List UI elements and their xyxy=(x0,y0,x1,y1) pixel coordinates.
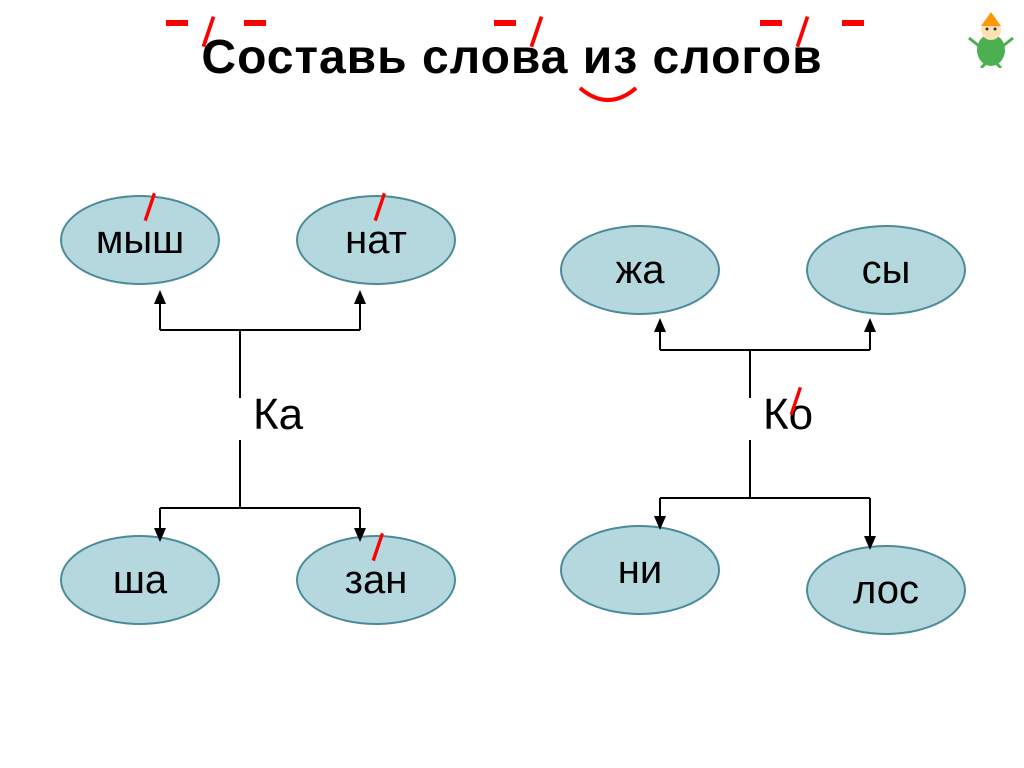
stress-dash xyxy=(842,20,864,26)
center-syllable-right: Ко xyxy=(748,390,828,440)
syllable-bubble: сы xyxy=(806,225,966,315)
mascot-icon xyxy=(966,8,1016,68)
stress-dash xyxy=(166,20,188,26)
syllable-bubble: мыш xyxy=(60,195,220,285)
stress-dash xyxy=(760,20,782,26)
stress-dash xyxy=(494,20,516,26)
page-title: Составь слова из слогов xyxy=(201,30,822,85)
syllable-bubble: ша xyxy=(60,535,220,625)
syllable-bubble: зан xyxy=(296,535,456,625)
stress-dash xyxy=(244,20,266,26)
syllable-bubble: жа xyxy=(560,225,720,315)
syllable-bubble: ни xyxy=(560,525,720,615)
center-syllable-left: Ка xyxy=(238,390,318,440)
syllable-bubble: лос xyxy=(806,545,966,635)
syllable-bubble: нат xyxy=(296,195,456,285)
